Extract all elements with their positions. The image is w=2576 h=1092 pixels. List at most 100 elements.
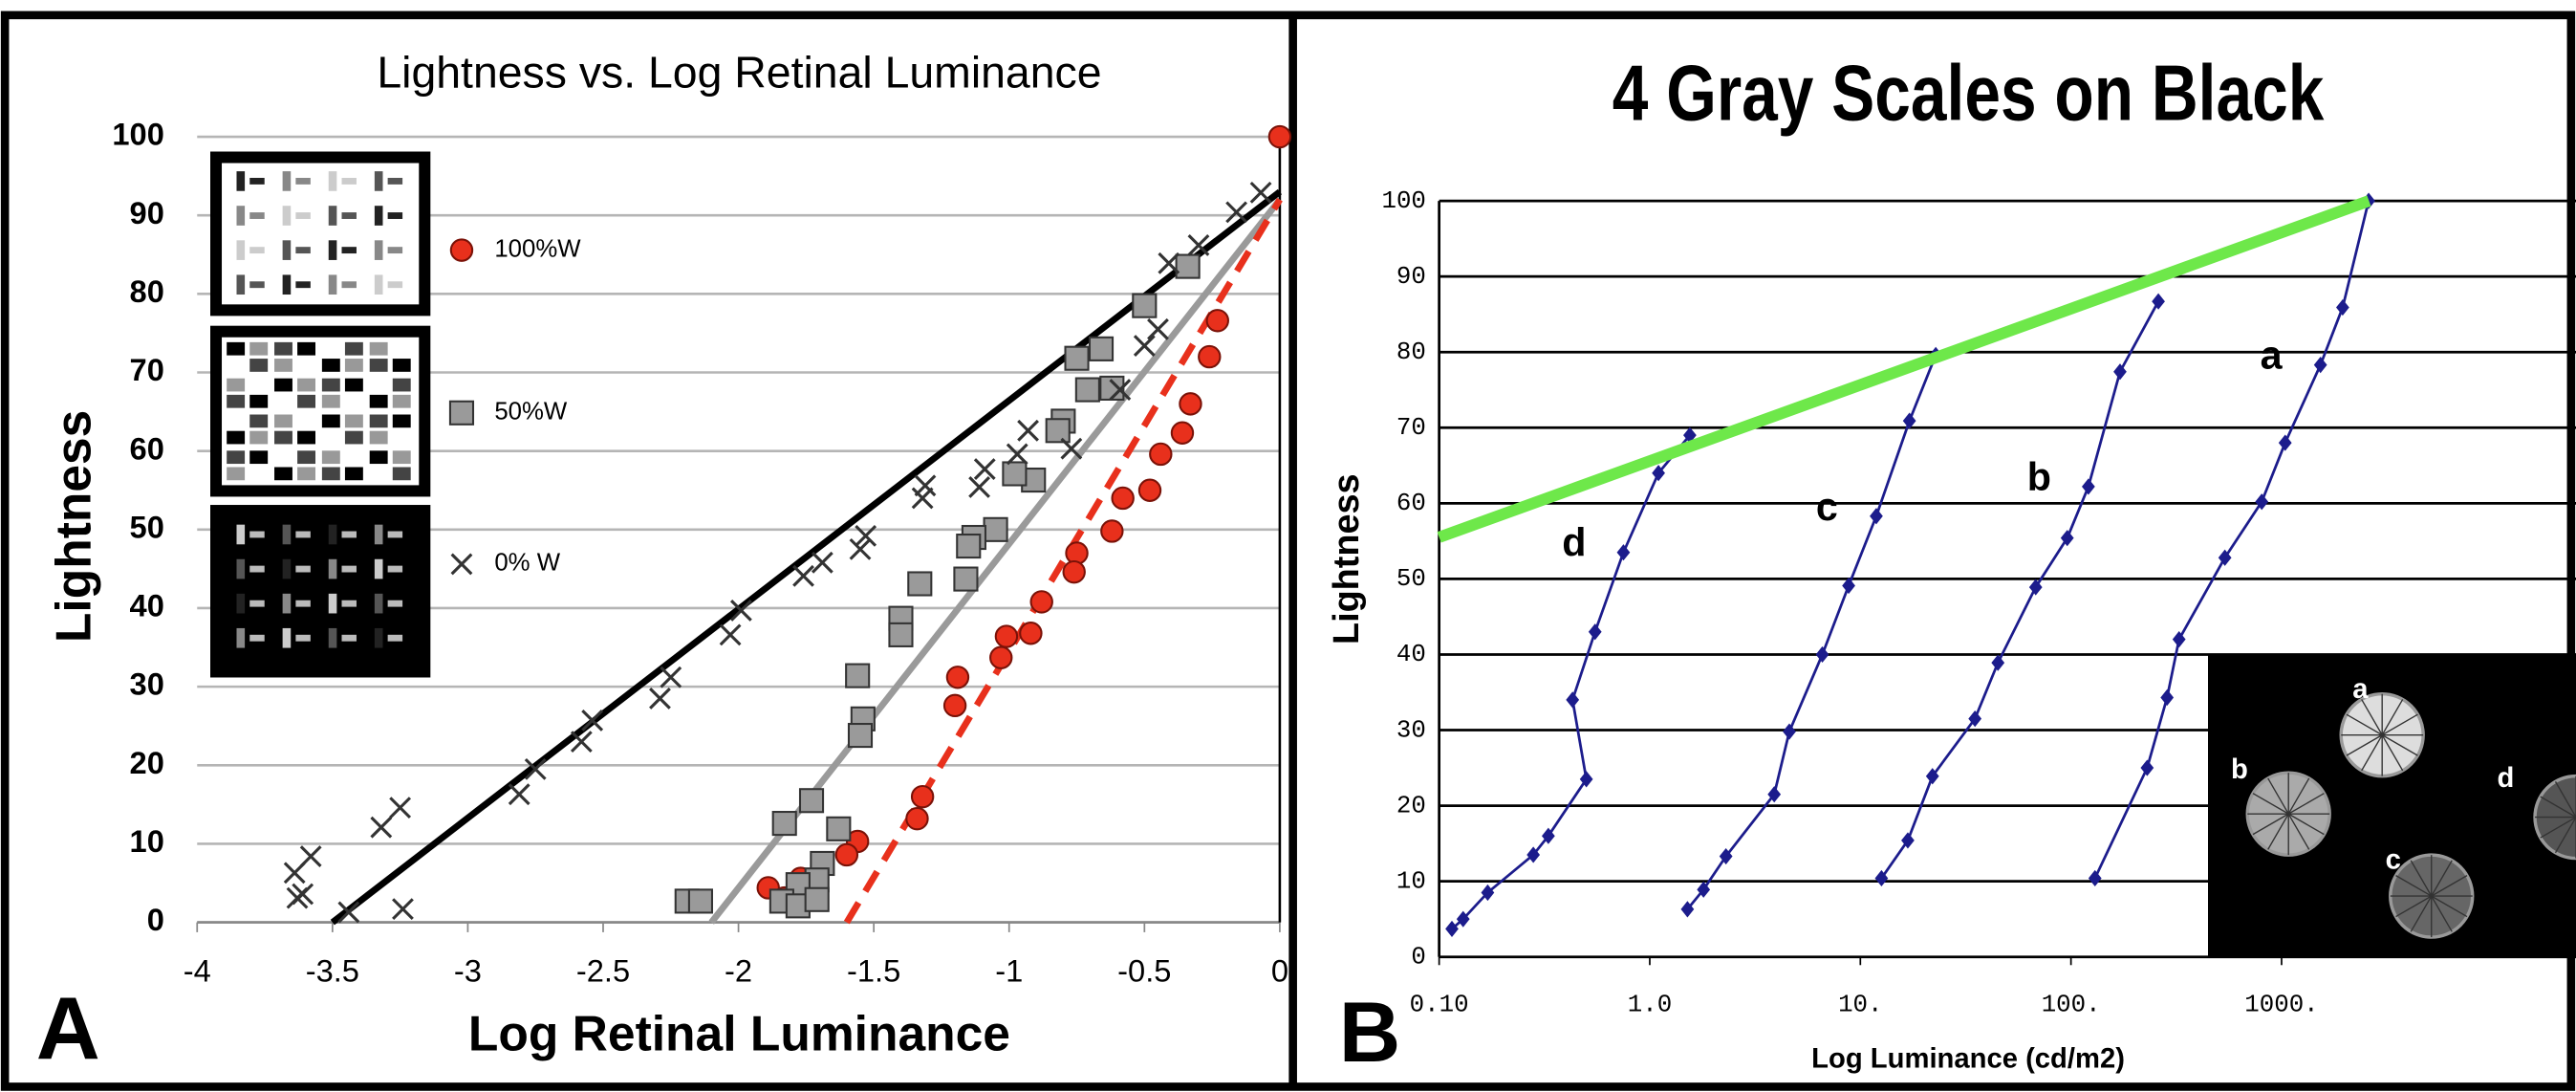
legend-marker bbox=[449, 238, 474, 262]
fit-line bbox=[330, 188, 1283, 926]
legend-marker bbox=[450, 553, 473, 576]
x-tick-label: -4 bbox=[184, 952, 211, 988]
legend-marker bbox=[448, 400, 475, 426]
stimulus-patch bbox=[344, 414, 363, 428]
point bbox=[283, 862, 306, 885]
stimulus-patch bbox=[274, 414, 292, 428]
stimulus-patch bbox=[249, 178, 265, 185]
y-tick-label: 30 bbox=[1396, 716, 1426, 744]
stimulus-patch bbox=[321, 450, 340, 465]
y-tick-label: 100 bbox=[112, 117, 163, 152]
stimulus-patch bbox=[374, 206, 383, 226]
point bbox=[1579, 771, 1593, 788]
point bbox=[1616, 544, 1631, 561]
stimulus-patch bbox=[374, 627, 383, 648]
disk-sector bbox=[2381, 713, 2418, 736]
stimulus-patch bbox=[249, 359, 269, 372]
legend-label: 0% W bbox=[494, 550, 560, 577]
stimulus-patch bbox=[392, 450, 411, 465]
point bbox=[1109, 379, 1132, 401]
point bbox=[649, 688, 671, 710]
disk-sector bbox=[2346, 734, 2383, 756]
point bbox=[1179, 392, 1202, 416]
y-tick-label: 0 bbox=[1411, 943, 1425, 971]
frame bbox=[0, 11, 2576, 1091]
point bbox=[1111, 486, 1135, 511]
stimulus-patch bbox=[295, 247, 311, 254]
stimulus-patch bbox=[274, 467, 292, 481]
stimulus-patch bbox=[374, 593, 383, 614]
stimulus-patch bbox=[369, 341, 388, 356]
point bbox=[1137, 478, 1162, 502]
series-label: c bbox=[1816, 485, 1838, 529]
stimulus-patch bbox=[249, 341, 269, 356]
point bbox=[1925, 768, 1939, 785]
stimulus-patch bbox=[341, 281, 357, 289]
stimulus-patch bbox=[236, 171, 246, 191]
stimulus-patch bbox=[341, 531, 357, 538]
disk-sector bbox=[2431, 895, 2453, 932]
point bbox=[845, 663, 871, 688]
point bbox=[1225, 201, 1248, 224]
stimulus-patch bbox=[387, 600, 403, 607]
x-axis-label: Log Luminance (cd/m2) bbox=[1811, 1044, 2125, 1075]
y-tick-label: 10 bbox=[1396, 867, 1426, 895]
point bbox=[1002, 461, 1028, 487]
point bbox=[1019, 622, 1043, 645]
stimulus-patch bbox=[344, 359, 363, 372]
stimulus-patch bbox=[321, 467, 340, 481]
point bbox=[1445, 920, 1459, 938]
disk-sector bbox=[2540, 796, 2576, 819]
stimulus-field bbox=[222, 516, 420, 666]
point bbox=[1065, 541, 1089, 565]
stimulus-patch bbox=[282, 524, 292, 545]
stimulus-patch bbox=[227, 394, 246, 408]
disk-sector bbox=[2540, 816, 2576, 839]
point bbox=[524, 757, 547, 780]
stimulus-patch bbox=[297, 359, 315, 372]
point bbox=[1481, 884, 1495, 902]
legend-label: 50%W bbox=[494, 399, 568, 426]
point bbox=[2218, 549, 2232, 566]
stimulus-patch bbox=[274, 359, 292, 372]
point bbox=[2160, 688, 2175, 707]
x-tick-label: -0.5 bbox=[1117, 952, 1171, 988]
point bbox=[1652, 465, 1665, 482]
x-tick-label: -1 bbox=[995, 952, 1023, 988]
disk-sector bbox=[2267, 777, 2289, 815]
stimulus-patch bbox=[341, 178, 357, 185]
point bbox=[1147, 317, 1169, 340]
stimulus-patch bbox=[297, 394, 315, 408]
point bbox=[1815, 645, 1829, 664]
point bbox=[798, 788, 825, 814]
stimulus-patch bbox=[387, 178, 403, 185]
point bbox=[1697, 881, 1711, 898]
y-tick-label: 50 bbox=[130, 509, 164, 544]
y-tick-label: 80 bbox=[1396, 339, 1426, 366]
chart-title: Lightness vs. Log Retinal Luminance bbox=[377, 48, 1101, 98]
y-tick-label: 80 bbox=[130, 273, 164, 309]
point bbox=[989, 645, 1013, 669]
stimulus-patch bbox=[387, 634, 403, 642]
disk-sector bbox=[2346, 713, 2383, 736]
stimulus-patch bbox=[321, 378, 340, 392]
point bbox=[994, 624, 1019, 648]
legend-label: 100%W bbox=[494, 235, 581, 262]
series-label: b bbox=[2027, 455, 2051, 499]
y-tick-label: 70 bbox=[130, 352, 164, 387]
disk-sector bbox=[2361, 734, 2383, 772]
inset-label: d bbox=[2498, 763, 2515, 794]
point bbox=[2152, 293, 2165, 310]
stimulus-patch bbox=[249, 378, 269, 392]
stimulus-patch bbox=[236, 206, 246, 226]
disk-sector bbox=[2431, 895, 2468, 918]
disk-sector bbox=[2287, 793, 2325, 815]
point bbox=[2060, 530, 2074, 547]
point bbox=[730, 600, 752, 622]
y-tick-label: 70 bbox=[1396, 414, 1426, 442]
stimulus-patch bbox=[295, 531, 311, 538]
x-tick-label: 10. bbox=[1838, 991, 1882, 1018]
inset-label: a bbox=[2352, 674, 2369, 705]
point bbox=[910, 784, 935, 809]
point bbox=[581, 710, 604, 732]
